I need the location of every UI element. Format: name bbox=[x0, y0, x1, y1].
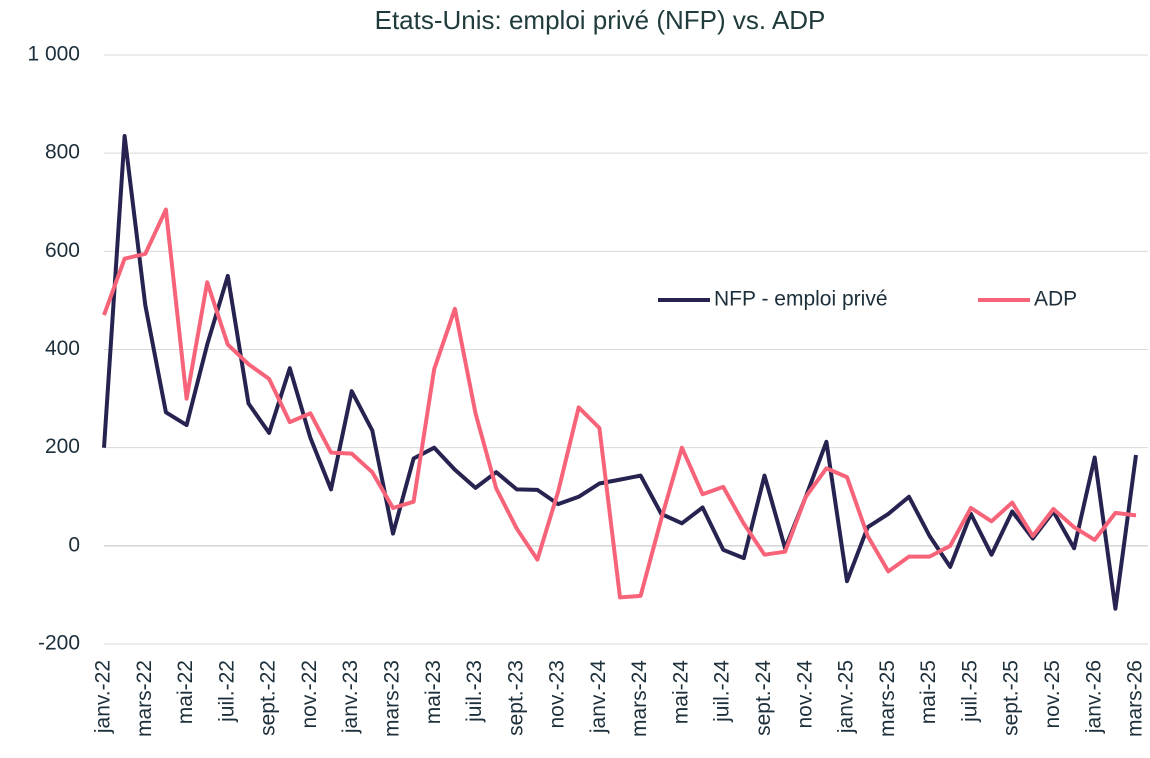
x-tick-label: mai-22 bbox=[174, 660, 197, 724]
x-tick-label: mai-24 bbox=[669, 660, 692, 725]
x-tick-label: nov.-22 bbox=[298, 660, 321, 729]
y-tick-label: 200 bbox=[45, 435, 80, 458]
x-tick-label: sept.-22 bbox=[257, 660, 280, 736]
legend-label: NFP - emploi privé bbox=[714, 288, 888, 311]
x-tick-label: mars-25 bbox=[876, 660, 899, 737]
y-tick-label: -200 bbox=[38, 632, 80, 655]
x-tick-label: juil.-24 bbox=[711, 660, 734, 723]
y-tick-label: 800 bbox=[45, 141, 80, 164]
x-tick-label: janv.-25 bbox=[835, 660, 858, 734]
chart-title: Etats-Unis: emploi privé (NFP) vs. ADP bbox=[375, 5, 826, 35]
x-tick-label: janv.-24 bbox=[587, 660, 610, 734]
line-series bbox=[102, 134, 1138, 611]
x-tick-label: janv.-26 bbox=[1082, 660, 1105, 734]
x-tick-label: mars-22 bbox=[133, 660, 156, 737]
x-tick-label: sept.-25 bbox=[1000, 660, 1023, 736]
y-tick-label: 0 bbox=[68, 533, 80, 556]
y-tick-label: 400 bbox=[45, 337, 80, 360]
x-tick-label: janv.-23 bbox=[339, 660, 362, 734]
x-tick-label: nov.-25 bbox=[1041, 660, 1064, 729]
x-tick-label: mars-26 bbox=[1124, 660, 1147, 737]
x-tick-label: juil.-23 bbox=[463, 660, 486, 723]
x-tick-label: nov.-24 bbox=[793, 660, 816, 729]
legend-label: ADP bbox=[1034, 288, 1077, 311]
x-tick-label: juil.-22 bbox=[215, 660, 238, 723]
line-series bbox=[102, 207, 1137, 600]
y-tick-label: 1 000 bbox=[27, 43, 80, 66]
x-tick-label: nov.-23 bbox=[546, 660, 569, 729]
x-tick-label: mars-24 bbox=[628, 660, 651, 737]
x-tick-label: juil.-25 bbox=[958, 660, 981, 723]
x-tick-label: mai-23 bbox=[422, 660, 445, 724]
x-tick-label: mai-25 bbox=[917, 660, 940, 724]
y-tick-label: 600 bbox=[45, 239, 80, 262]
x-tick-label: sept.-23 bbox=[504, 660, 527, 736]
x-tick-label: janv.-22 bbox=[92, 660, 115, 734]
x-tick-label: mars-23 bbox=[381, 660, 404, 737]
x-tick-label: sept.-24 bbox=[752, 660, 775, 736]
